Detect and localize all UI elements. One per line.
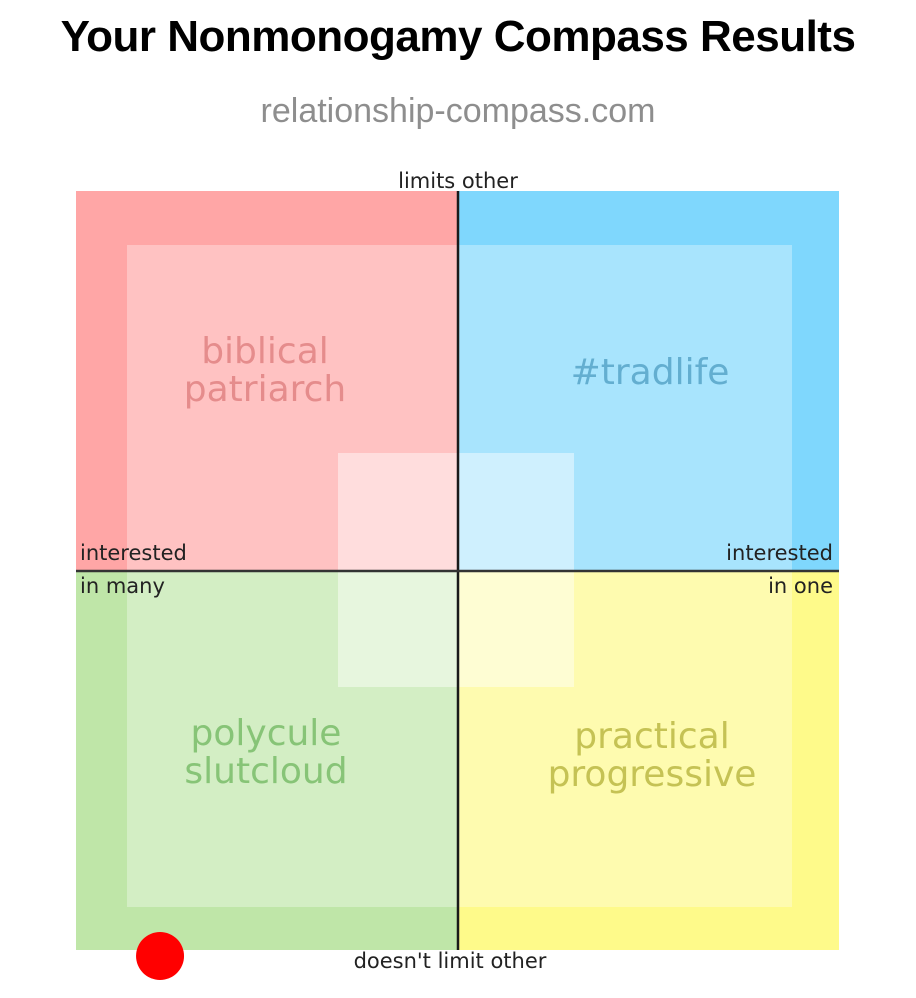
outer-overlay — [127, 245, 792, 907]
axis-label-right: interested — [726, 541, 833, 565]
page-title: Your Nonmonogamy Compass Results — [60, 12, 856, 61]
axis-label-top: limits other — [398, 169, 518, 193]
quadrant-label-bottom-left: polycule slutcloud — [184, 713, 347, 792]
axis-label-right-2: in one — [768, 574, 833, 598]
quadrant-label-bottom-right: practical progressive — [548, 716, 757, 795]
result-point-0 — [136, 932, 185, 980]
quadrant-label-top-right: #tradlife — [571, 352, 730, 393]
axis-label-bottom: doesn't limit other — [354, 949, 547, 973]
quadrant-bottom-left — [76, 571, 458, 950]
quadrant-top-left — [76, 191, 458, 571]
axis-label-left-2: in many — [80, 574, 165, 598]
source-url: relationship-compass.com — [260, 92, 656, 130]
quadrant-top-right — [458, 191, 839, 571]
quadrant-bottom-right — [458, 571, 839, 950]
quadrant-label-top-left: biblical patriarch — [184, 331, 347, 410]
axis-label-left: interested — [80, 541, 187, 565]
